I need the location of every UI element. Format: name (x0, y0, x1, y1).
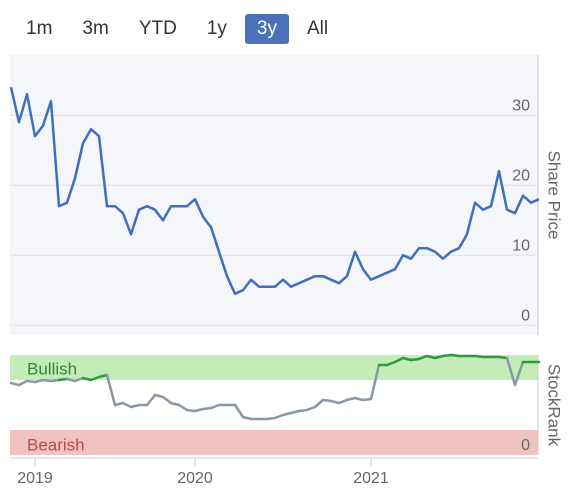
rank-segment (161, 395, 173, 405)
y-tick-label: 0 (521, 307, 530, 324)
rank-segment (201, 406, 213, 411)
rank-segment (73, 376, 85, 383)
range-buttons: 1m 3m YTD 1y 3y All (14, 14, 340, 44)
rank-segment (433, 354, 445, 360)
rank-segment (321, 398, 333, 403)
rank-segment (177, 403, 189, 412)
rank-segment (353, 396, 365, 402)
rank-segment (129, 403, 141, 409)
y-tick-label: 0 (521, 437, 530, 454)
rank-segment (313, 398, 325, 409)
rank-segment (17, 379, 29, 387)
rank-segment (57, 377, 69, 382)
rank-segment (9, 381, 21, 387)
range-button[interactable]: 3y (244, 14, 289, 44)
rank-segment (25, 379, 37, 384)
rank-segment (145, 393, 157, 407)
rank-segment (113, 401, 125, 407)
rank-axis-title: StockRank (545, 364, 564, 447)
rank-segment (345, 396, 357, 402)
y-tick-label: 10 (512, 237, 530, 254)
rank-segment (153, 393, 165, 399)
rank-segment (393, 356, 405, 364)
rank-segment (169, 401, 181, 407)
rank-segment (281, 411, 293, 417)
rank-segment (297, 408, 309, 413)
rank-segment (265, 416, 277, 421)
rank-segment (497, 355, 509, 360)
rank-segment (105, 373, 117, 407)
rank-segment (65, 377, 77, 383)
rank-segment (417, 354, 429, 361)
rank-segment (81, 376, 93, 382)
rank-segment (121, 401, 133, 409)
x-tick-label: 2021 (353, 470, 389, 487)
rank-segment (49, 378, 61, 383)
rank-segment (505, 356, 517, 387)
rank-segment (233, 403, 245, 419)
y-tick-label: 20 (512, 167, 530, 184)
rank-segment (89, 375, 101, 382)
x-tick-label: 2019 (17, 470, 53, 487)
rank-segment (425, 354, 437, 360)
rank-segment (41, 378, 53, 383)
bearish-label: Bearish (27, 435, 85, 454)
rank-segment (473, 354, 485, 359)
range-button[interactable]: 3m (82, 18, 109, 39)
rank-segment (409, 357, 421, 362)
rank-segment (329, 399, 341, 405)
rank-segment (369, 363, 381, 401)
price-line (9, 86, 540, 295)
range-button[interactable]: YTD (138, 18, 177, 39)
x-tick-label: 2020 (177, 470, 213, 487)
rank-segment (305, 405, 317, 412)
rank-segment (361, 397, 373, 402)
bullish-band (10, 355, 538, 380)
rank-segment (209, 403, 221, 410)
rank-segment (273, 413, 285, 420)
rank-segment (385, 360, 397, 367)
rank-segment (193, 407, 205, 413)
rank-segment (241, 415, 253, 421)
price-axis-title: Share Price (545, 151, 564, 240)
bullish-label: Bullish (27, 359, 77, 378)
rank-segment (33, 378, 45, 384)
range-button[interactable]: All (306, 18, 329, 39)
range-button[interactable]: 1m (26, 18, 53, 39)
rank-segment (289, 409, 301, 415)
price-plot-bg (10, 55, 538, 335)
rank-segment (401, 356, 413, 362)
rank-segment (185, 408, 197, 413)
y-tick-label: 30 (512, 97, 530, 114)
rank-segment (449, 353, 461, 358)
range-button[interactable]: 1y (206, 18, 227, 39)
rank-segment (97, 373, 109, 379)
rank-segment (441, 353, 453, 358)
rank-segment (337, 398, 349, 405)
rank-segment (513, 360, 525, 387)
bearish-band (10, 430, 538, 455)
